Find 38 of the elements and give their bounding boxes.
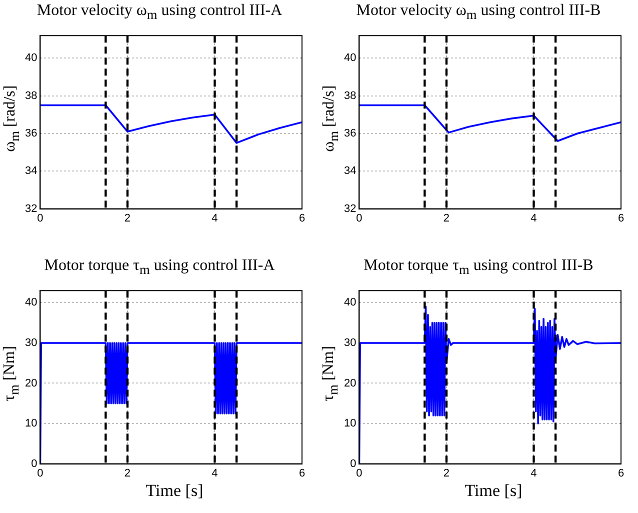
x-tick-label: 6 (298, 467, 306, 480)
x-tick-label: 6 (298, 212, 306, 224)
chart-title: Motor torque τ$_{m}$ using control III-B (362, 257, 594, 278)
y-tick-label: 20 (344, 377, 356, 390)
chart-title: Motor torque τ$_{m}$ using control III-A (43, 257, 276, 278)
x-axis-title: Time [s] (144, 481, 204, 501)
x-tick-label: 6 (618, 467, 624, 480)
y-tick-label: 34 (24, 165, 38, 178)
y-tick-label: 38 (24, 90, 38, 102)
y-tick-label: 20 (24, 377, 38, 390)
x-axis-title: Time [s] (464, 481, 524, 501)
y-tick-label: 30 (24, 336, 38, 349)
x-tick-label: 2 (124, 467, 131, 480)
x-tick-label: 2 (443, 212, 450, 224)
y-tick-label: 0 (31, 458, 38, 470)
y-tick-label: 40 (344, 296, 356, 309)
chart-title: Motor velocity ω$_{m}$ using control III-B (355, 2, 602, 24)
x-tick-label: 4 (530, 212, 537, 224)
y-tick-label: 0 (350, 458, 356, 470)
y-tick-label: 40 (24, 296, 38, 309)
y-tick-label: 36 (24, 128, 38, 140)
x-tick-label: 4 (530, 467, 537, 480)
y-tick-label: 36 (344, 128, 356, 140)
y-tick-label: 10 (344, 418, 356, 430)
y-tick-label: 34 (344, 165, 356, 178)
x-tick-label: 6 (618, 212, 624, 224)
x-tick-label: 2 (124, 212, 131, 224)
x-tick-label: 4 (212, 212, 218, 224)
x-tick-label: 2 (443, 467, 450, 480)
y-tick-label: 32 (344, 202, 356, 215)
y-tick-label: 40 (344, 52, 356, 64)
x-tick-label: 4 (212, 467, 218, 480)
y-tick-label: 10 (24, 418, 38, 430)
chart-title: Motor velocity ω$_{m}$ using control III-A (36, 2, 284, 24)
y-tick-label: 38 (344, 90, 356, 102)
y-tick-label: 32 (24, 202, 38, 215)
y-tick-label: 30 (344, 336, 356, 349)
y-tick-label: 40 (24, 52, 38, 64)
